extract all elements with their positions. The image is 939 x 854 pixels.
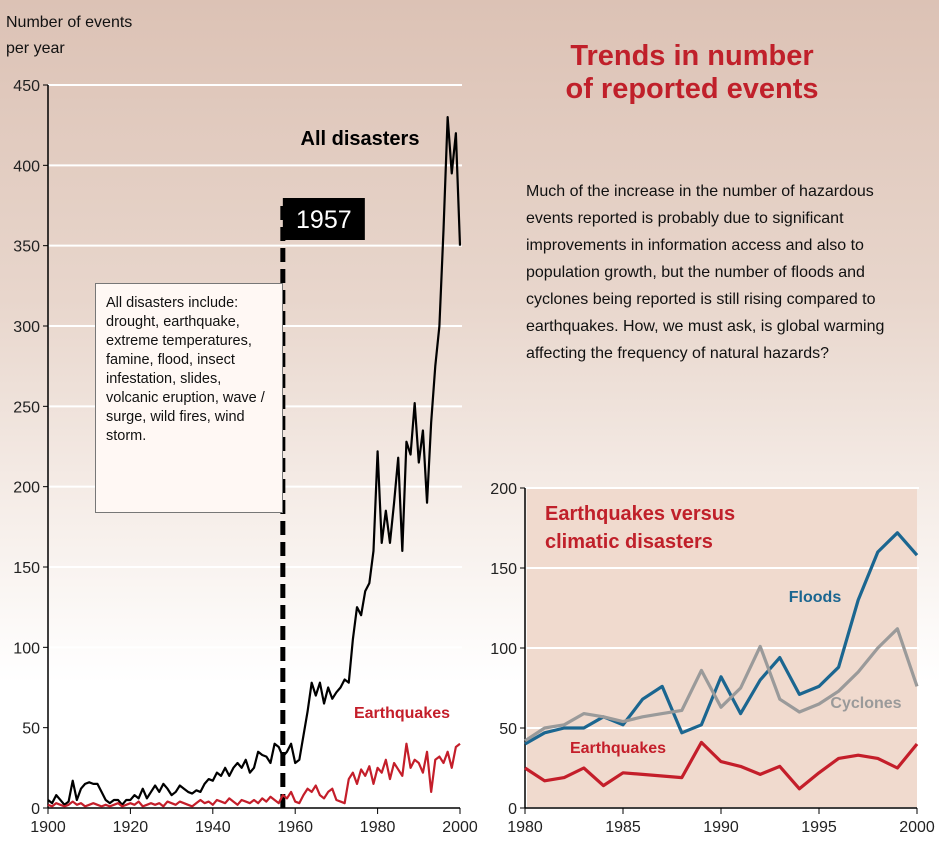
series-line xyxy=(47,116,462,806)
x-tick-label: 2000 xyxy=(899,819,935,836)
y-tick-label: 100 xyxy=(490,641,517,658)
series-line xyxy=(524,627,919,743)
series-label: Floods xyxy=(789,589,842,606)
series-line xyxy=(47,742,461,808)
chart-title: Earthquakes versus climatic disasters xyxy=(545,503,736,553)
y-tick-label: 150 xyxy=(13,560,40,577)
x-tick-label: 1990 xyxy=(703,819,739,836)
x-tick-label: 1980 xyxy=(507,819,543,836)
y-tick-label: 200 xyxy=(13,480,40,497)
series-label: Cyclones xyxy=(830,695,901,712)
y-tick-label: 150 xyxy=(490,561,517,578)
description: Much of the increase in the number of ha… xyxy=(526,183,885,362)
y-tick-label: 400 xyxy=(13,158,40,175)
y-tick-label: 250 xyxy=(13,399,40,416)
y-tick-label: 200 xyxy=(490,481,517,498)
marker-label: 1957 xyxy=(296,206,352,234)
x-tick-label: 1960 xyxy=(277,819,313,836)
series-label: All disasters xyxy=(301,128,420,150)
x-tick-label: 2000 xyxy=(442,819,478,836)
x-tick-label: 1940 xyxy=(195,819,231,836)
marker-label-box xyxy=(282,198,365,240)
x-tick-label: 1980 xyxy=(360,819,396,836)
y-tick-label: 0 xyxy=(508,801,517,818)
y-tick-label: 50 xyxy=(499,721,517,738)
x-tick-label: 1900 xyxy=(30,819,66,836)
y-tick-label: 450 xyxy=(13,78,40,95)
y-tick-label: 100 xyxy=(13,640,40,657)
y-axis-label: Number of events per year xyxy=(6,14,133,57)
series-label: Earthquakes xyxy=(354,705,450,722)
series-line xyxy=(524,531,919,746)
x-tick-label: 1985 xyxy=(605,819,641,836)
y-tick-label: 50 xyxy=(22,721,40,738)
series-line xyxy=(524,740,919,791)
y-tick-label: 300 xyxy=(13,319,40,336)
y-tick-label: 350 xyxy=(13,239,40,256)
y-tick-label: 0 xyxy=(31,801,40,818)
page-title: Trends in number of reported events xyxy=(565,40,819,105)
series-label: Earthquakes xyxy=(570,740,666,757)
x-tick-label: 1920 xyxy=(113,819,149,836)
x-tick-label: 1995 xyxy=(801,819,837,836)
note-box: All disasters include: drought, earthqua… xyxy=(95,283,283,513)
